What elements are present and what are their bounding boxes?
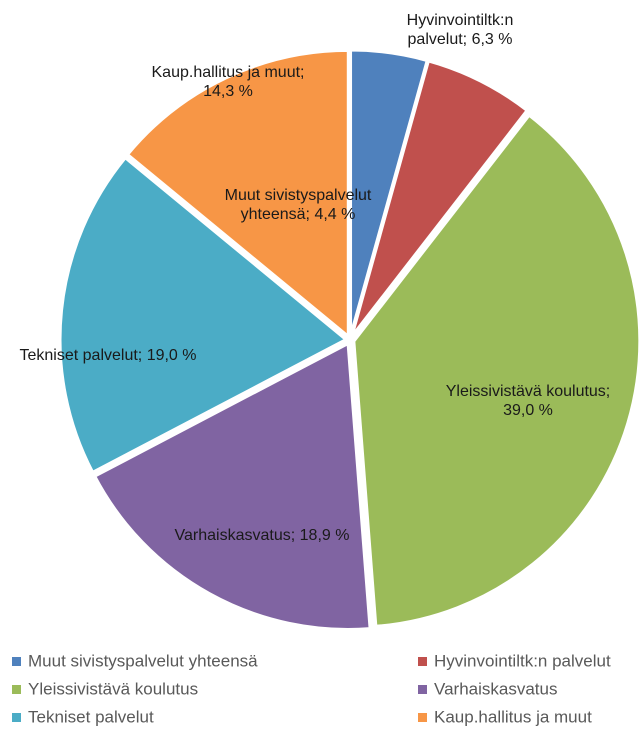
- data-label: Varhaiskasvatus; 18,9 %: [167, 505, 357, 565]
- legend-label: Kaup.hallitus ja muut: [434, 707, 592, 726]
- data-label-text: Kaup.hallitus ja muut; 14,3 %: [143, 52, 313, 112]
- data-label-text: Varhaiskasvatus; 18,9 %: [167, 505, 357, 565]
- label-name: Tekniset palvelut;: [19, 346, 143, 364]
- pie-slice: [350, 59, 530, 338]
- legend-label: Hyvinvointiltk:n palvelut: [434, 651, 611, 670]
- legend-label: Muut sivistyspalvelut yhteensä: [28, 651, 258, 670]
- legend-label: Tekniset palvelut: [28, 707, 154, 726]
- legend-swatch: [418, 713, 427, 722]
- label-value: 4,4 %: [314, 206, 356, 223]
- data-label-text: Hyvinvointiltk:n palvelut; 6,3 %: [375, 0, 545, 60]
- label-name: Varhaiskasvatus;: [174, 526, 296, 544]
- label-name: Kaup.hallitus ja muut;: [151, 64, 305, 81]
- legend-swatch: [12, 685, 21, 694]
- label-value: 39,0 %: [503, 402, 553, 419]
- label-value: 19,0 %: [146, 346, 197, 364]
- data-label-text: Yleissivistävä koulutus; 39,0 %: [433, 371, 623, 431]
- legend-swatch: [418, 657, 427, 666]
- label-value: 14,3 %: [203, 83, 253, 100]
- pie-slice: [58, 155, 349, 475]
- data-label: Kaup.hallitus ja muut; 14,3 %: [143, 52, 313, 112]
- label-value: 18,9 %: [299, 526, 350, 544]
- label-name: Hyvinvointiltk:n palvelut;: [406, 12, 514, 48]
- data-label: Hyvinvointiltk:n palvelut; 6,3 %: [375, 0, 545, 60]
- pie-slice: [352, 113, 642, 628]
- label-name: Yleissivistävä koulutus;: [445, 383, 611, 400]
- data-label: Tekniset palvelut; 19,0 %: [18, 325, 198, 385]
- pie-slice: [92, 341, 372, 631]
- pie-slice: [125, 48, 350, 340]
- label-name: Muut sivistyspalvelut yhteensä;: [224, 187, 372, 223]
- data-label: Yleissivistävä koulutus; 39,0 %: [433, 371, 623, 431]
- data-label-text: Muut sivistyspalvelut yhteensä; 4,4 %: [213, 175, 383, 235]
- legend-swatch: [12, 657, 21, 666]
- label-value: 6,3 %: [471, 31, 513, 48]
- legend-label: Varhaiskasvatus: [434, 679, 557, 698]
- data-label: Muut sivistyspalvelut yhteensä; 4,4 %: [213, 175, 383, 235]
- legend-label: Yleissivistävä koulutus: [28, 679, 198, 698]
- legend-swatch: [418, 685, 427, 694]
- legend-swatch: [12, 713, 21, 722]
- data-label-text: Tekniset palvelut; 19,0 %: [18, 325, 198, 385]
